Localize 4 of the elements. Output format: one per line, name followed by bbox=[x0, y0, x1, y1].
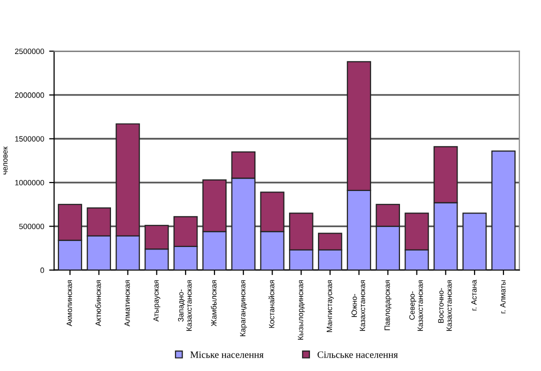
legend-label: Міське населення bbox=[190, 351, 264, 358]
legend-label: Сільське населення bbox=[318, 351, 398, 358]
bar bbox=[491, 150, 516, 270]
bar bbox=[462, 212, 487, 270]
